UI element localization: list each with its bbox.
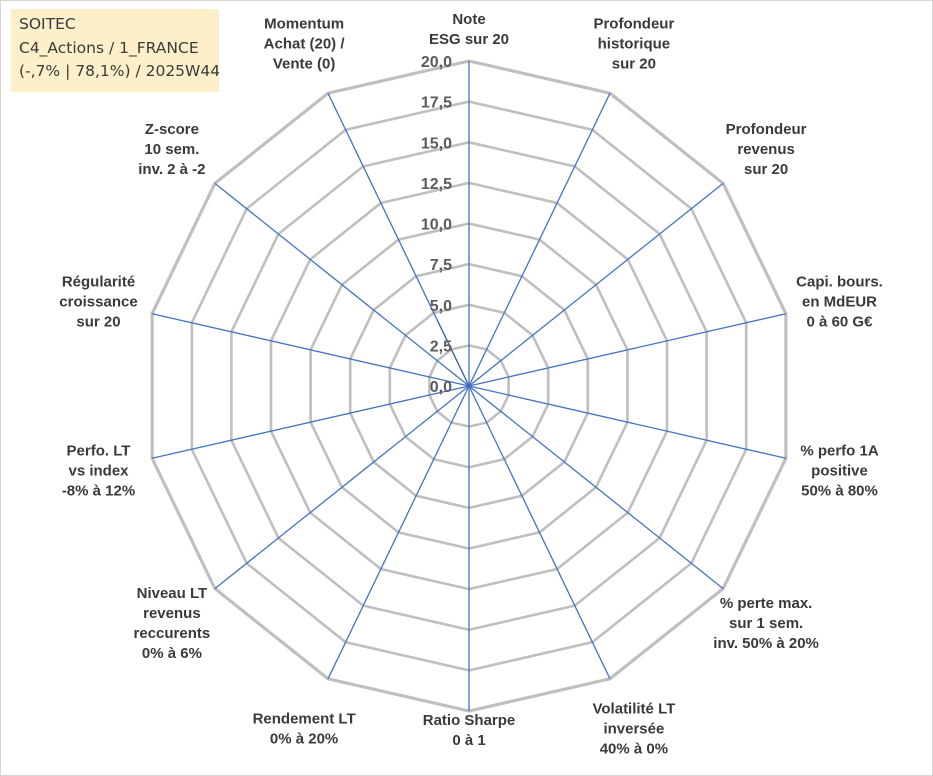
series-area (436, 319, 470, 387)
axis-label: Rendement LT 0% à 20% (253, 710, 356, 747)
axis-spoke (468, 385, 611, 680)
tick-label: 2,5 (430, 338, 452, 355)
axis-label: Régularité croissance sur 20 (59, 273, 137, 330)
axis-spoke (468, 385, 787, 459)
axis-label: Ratio Sharpe 0 à 1 (423, 712, 516, 749)
tick-label: 12,5 (421, 176, 452, 193)
tick-label: 10,0 (421, 217, 452, 234)
axis-label: % perte max. sur 1 sem. inv. 50% à 20% (713, 595, 819, 652)
axis-label: Niveau LT revenus reccurents 0% à 6% (134, 585, 211, 662)
tick-label: 20,0 (421, 54, 452, 71)
axis-label: Capi. bours. en MdEUR 0 à 60 G€ (796, 273, 883, 330)
axis-spoke (214, 182, 470, 387)
axis-spoke (214, 385, 470, 590)
axis-label: Z-score 10 sem. inv. 2 à -2 (138, 121, 205, 178)
axis-label: Note ESG sur 20 (429, 11, 509, 48)
tick-label: 7,5 (430, 257, 452, 274)
axis-label: % perfo 1A positive 50% à 80% (800, 443, 879, 500)
axis-spoke (151, 385, 470, 459)
axis-label: Profondeur revenus sur 20 (726, 121, 807, 178)
info-period: (-,7% | 78,1%) / 2025W44 (19, 62, 221, 80)
tick-label: 15,0 (421, 135, 452, 152)
tick-label: 17,5 (421, 95, 452, 112)
axis-spoke (468, 92, 611, 387)
axis-label: Profondeur historique sur 20 (593, 16, 674, 73)
axis-spoke (327, 385, 470, 680)
tick-label: 0,0 (430, 379, 452, 396)
info-stock-name: SOITEC (19, 15, 76, 33)
axis-label: Momentum Achat (20) / Vente (0) (264, 16, 346, 73)
tick-label: 5,0 (430, 298, 452, 315)
axis-label: Volatilité LT inversée 40% à 0% (593, 700, 676, 757)
info-box: SOITEC C4_Actions / 1_FRANCE (-,7% | 78,… (11, 9, 221, 92)
axis-spoke (468, 313, 787, 387)
axis-spoke (468, 182, 724, 387)
axis-label: Perfo. LT vs index -8% à 12% (62, 443, 135, 500)
axis-spoke (468, 385, 724, 590)
info-category: C4_Actions / 1_FRANCE (19, 38, 199, 57)
axis-spoke (151, 313, 470, 387)
